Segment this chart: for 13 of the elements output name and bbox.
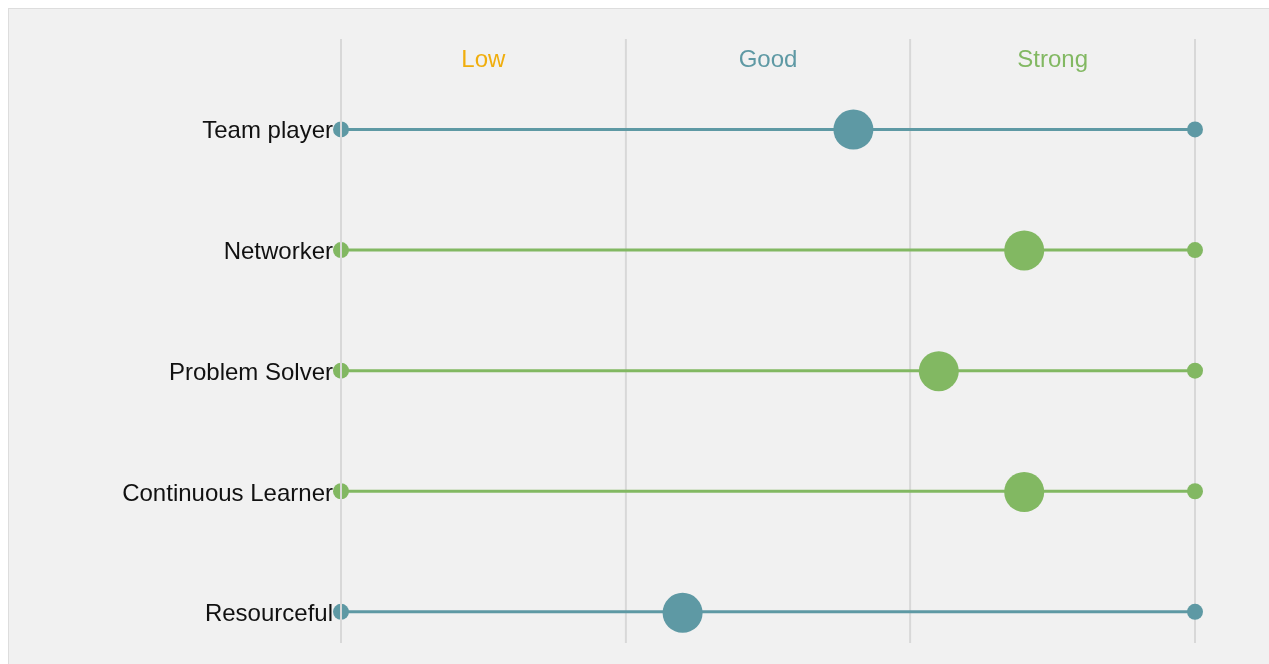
y-tick-label: Continuous Learner [122,478,333,506]
annotation: Strong [1017,45,1089,72]
y-tick-label: Team player [202,116,333,144]
point [918,351,959,392]
y-tick-label: Resourceful [204,599,333,627]
point [1004,230,1045,271]
annotation: Low [461,45,507,72]
point [833,109,874,150]
y-tick-label: Networker [223,236,334,264]
annotation: Good [738,45,798,72]
point [662,592,703,633]
y-tick-label: Problem Solver [168,357,334,385]
point [1004,472,1045,512]
